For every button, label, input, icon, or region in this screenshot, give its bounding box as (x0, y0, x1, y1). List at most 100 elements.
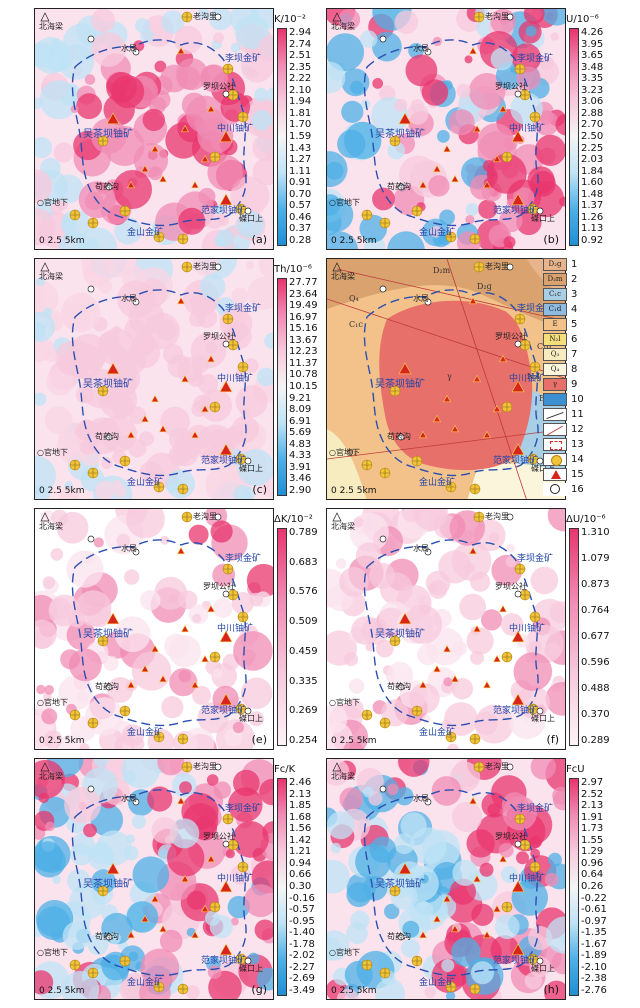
colorbar-tick-label: 1.59 (289, 131, 312, 142)
uranium-deposit-marker (206, 104, 216, 113)
anomaly-texture (372, 31, 402, 62)
anomaly-texture (56, 511, 89, 544)
place-label-shuiju: 水局 (121, 543, 137, 553)
north-triangle-icon (40, 12, 50, 22)
colorbar (277, 278, 287, 496)
anomaly-texture (55, 340, 90, 376)
place-label-gouyaogou: 苟药沟 (95, 431, 119, 441)
place-label-guandixia: ○官地下 (37, 447, 68, 457)
colorbar-tick-label: -0.61 (581, 904, 607, 916)
anomaly-texture (161, 696, 184, 719)
gold-mine-marker (411, 455, 423, 467)
anomaly-texture (189, 310, 206, 327)
north-triangle-icon (332, 762, 342, 772)
anomaly-texture (362, 786, 374, 798)
anomaly-texture (142, 108, 165, 132)
anomaly-texture (106, 72, 137, 103)
anomaly-texture (330, 842, 342, 854)
place-label-wuchaba: 吴茶坝铀矿 (375, 627, 425, 640)
uranium-deposit-marker (511, 880, 525, 893)
anomaly-texture (178, 590, 198, 610)
granite-body (379, 300, 533, 471)
gold-mine-marker (153, 731, 165, 743)
anomaly-texture (174, 25, 203, 54)
anomaly-texture (126, 509, 165, 539)
legend-swatch: Q₃ (543, 348, 567, 361)
anomaly-texture (178, 207, 206, 235)
scale-bar-label: 0 2.5 5km (39, 986, 85, 996)
colorbar-tick-label: -2.10 (581, 961, 607, 973)
uranium-deposit-marker (450, 174, 460, 183)
anomaly-texture (466, 829, 495, 858)
anomaly-texture (128, 299, 165, 336)
place-label-libajin: 李坝金矿 (517, 802, 553, 814)
uranium-deposit-marker (482, 180, 492, 189)
uranium-deposit-marker (432, 414, 442, 423)
place-label-zhongchuan: 中川铀矿 (509, 122, 545, 134)
legend-swatch: γ (543, 378, 567, 391)
anomaly-texture (500, 613, 524, 636)
uranium-deposit-marker (418, 930, 428, 939)
geology-unit-d2m (327, 259, 565, 329)
place-label-jinshan: 金山金矿 (127, 976, 163, 988)
anomaly-texture (209, 915, 233, 939)
anomaly-texture (50, 548, 64, 561)
gold-mine-marker (177, 233, 189, 245)
anomaly-texture (327, 759, 350, 786)
legend-number: 12 (571, 424, 584, 435)
colorbar-tick-label: 1.43 (289, 142, 312, 154)
gold-mine-marker (69, 209, 81, 221)
gold-mine-marker (411, 205, 423, 217)
anomaly-texture (79, 743, 90, 749)
colorbar-tick-label: 0.91 (289, 177, 312, 189)
anomaly-texture (232, 821, 269, 858)
colorbar-tick-label: 2.90 (289, 485, 312, 496)
legend-swatch (543, 408, 567, 421)
granite-boundary (71, 539, 247, 727)
anomaly-texture (451, 677, 474, 700)
geology-code-label: γ (447, 372, 452, 381)
anomaly-texture (550, 32, 559, 41)
uranium-deposit-marker (511, 943, 525, 956)
colorbar-tick-label: 2.97 (581, 777, 604, 788)
uranium-deposit-marker (106, 862, 120, 875)
north-triangle-icon (332, 12, 342, 22)
colorbar-tick-label: 1.21 (289, 846, 312, 858)
place-label-gouyaogou: 苟药沟 (95, 181, 119, 191)
place-label-jinshan: 金山金矿 (419, 976, 455, 988)
anomaly-texture (499, 208, 523, 233)
anomaly-texture (481, 609, 503, 631)
legend-number: 8 (571, 364, 578, 375)
legend-item: N₂l 6 (541, 333, 640, 347)
anomaly-texture (387, 783, 399, 795)
gold-mine-marker (361, 459, 373, 471)
map-frame: 北海梁 老沟里 水局 李坝金矿 罗坝公社 中川铀矿 吴茶坝铀矿 苟药沟 ○官地下 范家坝铀矿 金山金… (34, 8, 274, 250)
map-panel-h: 北海梁 老沟里 水局 李坝金矿 罗坝公社 中川铀矿 吴茶坝铀矿 苟药沟 ○官地下 范家坝铀矿 金山金… (326, 758, 622, 1000)
anomaly-texture (130, 737, 145, 749)
gold-mine-marker (153, 481, 165, 493)
anomaly-texture (327, 859, 350, 894)
gold-mine-marker (361, 709, 373, 721)
anomaly-texture (394, 10, 419, 34)
map-panel-b: 北海梁 老沟里 水局 李坝金矿 罗坝公社 中川铀矿 吴茶坝铀矿 苟药沟 ○官地下 范家坝铀矿 金山金… (326, 8, 622, 250)
place-label-shuiju: 水局 (413, 793, 429, 803)
place-label-shuiju: 水局 (413, 43, 429, 53)
colorbar-tick-label: 1.68 (289, 811, 312, 823)
gold-mine-marker (519, 839, 531, 851)
place-label-fanjiaba: 范家坝铀矿 (201, 954, 246, 966)
anomaly-texture (114, 616, 151, 653)
colorbar-tick-label: 1.42 (289, 834, 312, 846)
anomaly-texture (232, 721, 244, 734)
colorbar-tick-label: 3.46 (289, 473, 312, 485)
anomaly-texture (51, 310, 62, 321)
place-label-libajin: 李坝金矿 (225, 52, 261, 64)
anomaly-texture (207, 154, 243, 191)
place-label-sikoushang: 磔口上 (531, 713, 555, 723)
uranium-deposit-marker (158, 174, 168, 183)
anomaly-texture (167, 839, 205, 877)
gold-mine-marker (519, 89, 531, 101)
gold-mine-marker (389, 135, 401, 147)
gold-mine-marker (209, 901, 221, 913)
place-label-laogouli: 老沟里 (193, 261, 217, 271)
